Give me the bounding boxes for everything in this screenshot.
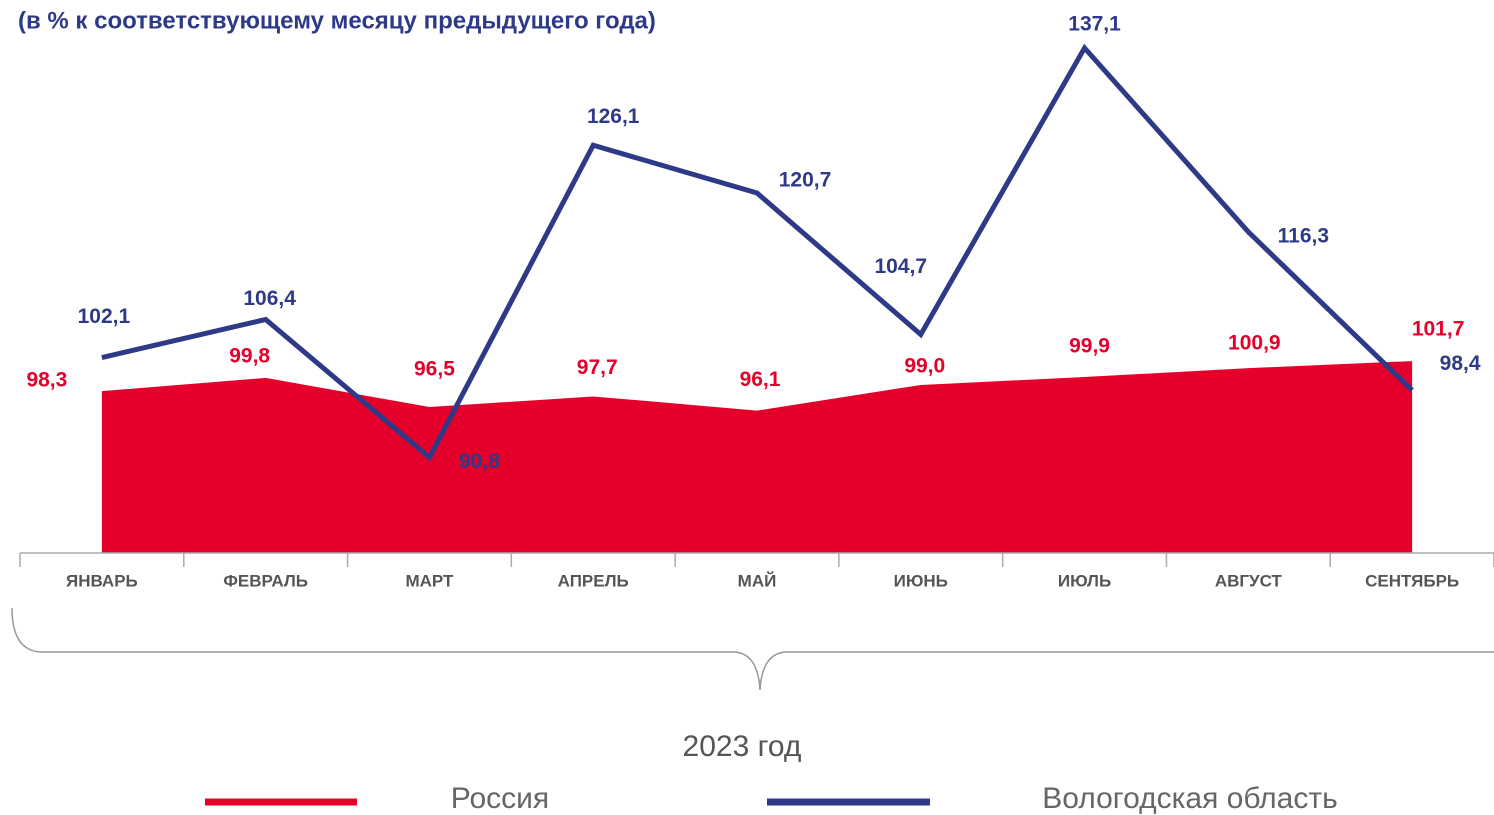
x-tick-label: ИЮНЬ: [894, 571, 948, 590]
legend-label: Россия: [451, 782, 549, 815]
x-tick-label: АВГУСТ: [1215, 571, 1283, 590]
data-label: 98,4: [1440, 352, 1481, 375]
chart-title: (в % к соответствующему месяцу предыдуще…: [18, 7, 656, 34]
data-label: 99,8: [229, 344, 270, 367]
x-tick-label: МАЙ: [738, 571, 777, 590]
data-label: 100,9: [1228, 332, 1281, 355]
x-tick-label: АПРЕЛЬ: [558, 571, 629, 590]
x-tick-label: ИЮЛЬ: [1058, 571, 1111, 590]
data-label: 90,8: [459, 450, 500, 473]
data-label: 126,1: [587, 105, 640, 128]
data-label: 96,5: [414, 358, 455, 381]
line: [101, 43, 1414, 462]
data-label: 98,3: [26, 369, 67, 392]
x-tick-label: СЕНТЯБРЬ: [1365, 571, 1459, 590]
data-label: 104,7: [874, 255, 927, 278]
data-label: 116,3: [1278, 224, 1329, 247]
data-label: 99,0: [904, 354, 945, 377]
x-axis-label: 2023 год: [683, 730, 802, 763]
data-label: 137,1: [1068, 13, 1121, 36]
data-label: 102,1: [78, 305, 131, 328]
x-tick-label: ЯНВАРЬ: [66, 571, 138, 590]
legend-label: Вологодская область: [1042, 782, 1338, 815]
data-label: 99,9: [1069, 335, 1110, 358]
data-label: 101,7: [1412, 318, 1465, 341]
x-tick-label: МАРТ: [405, 571, 454, 590]
data-label: 120,7: [779, 169, 832, 192]
data-label: 96,1: [740, 368, 781, 391]
x-tick-label: ФЕВРАЛЬ: [223, 571, 308, 590]
data-label: 106,4: [243, 287, 296, 310]
brace: [11, 607, 1494, 691]
area: [101, 361, 1413, 553]
data-label: 97,7: [577, 356, 618, 379]
